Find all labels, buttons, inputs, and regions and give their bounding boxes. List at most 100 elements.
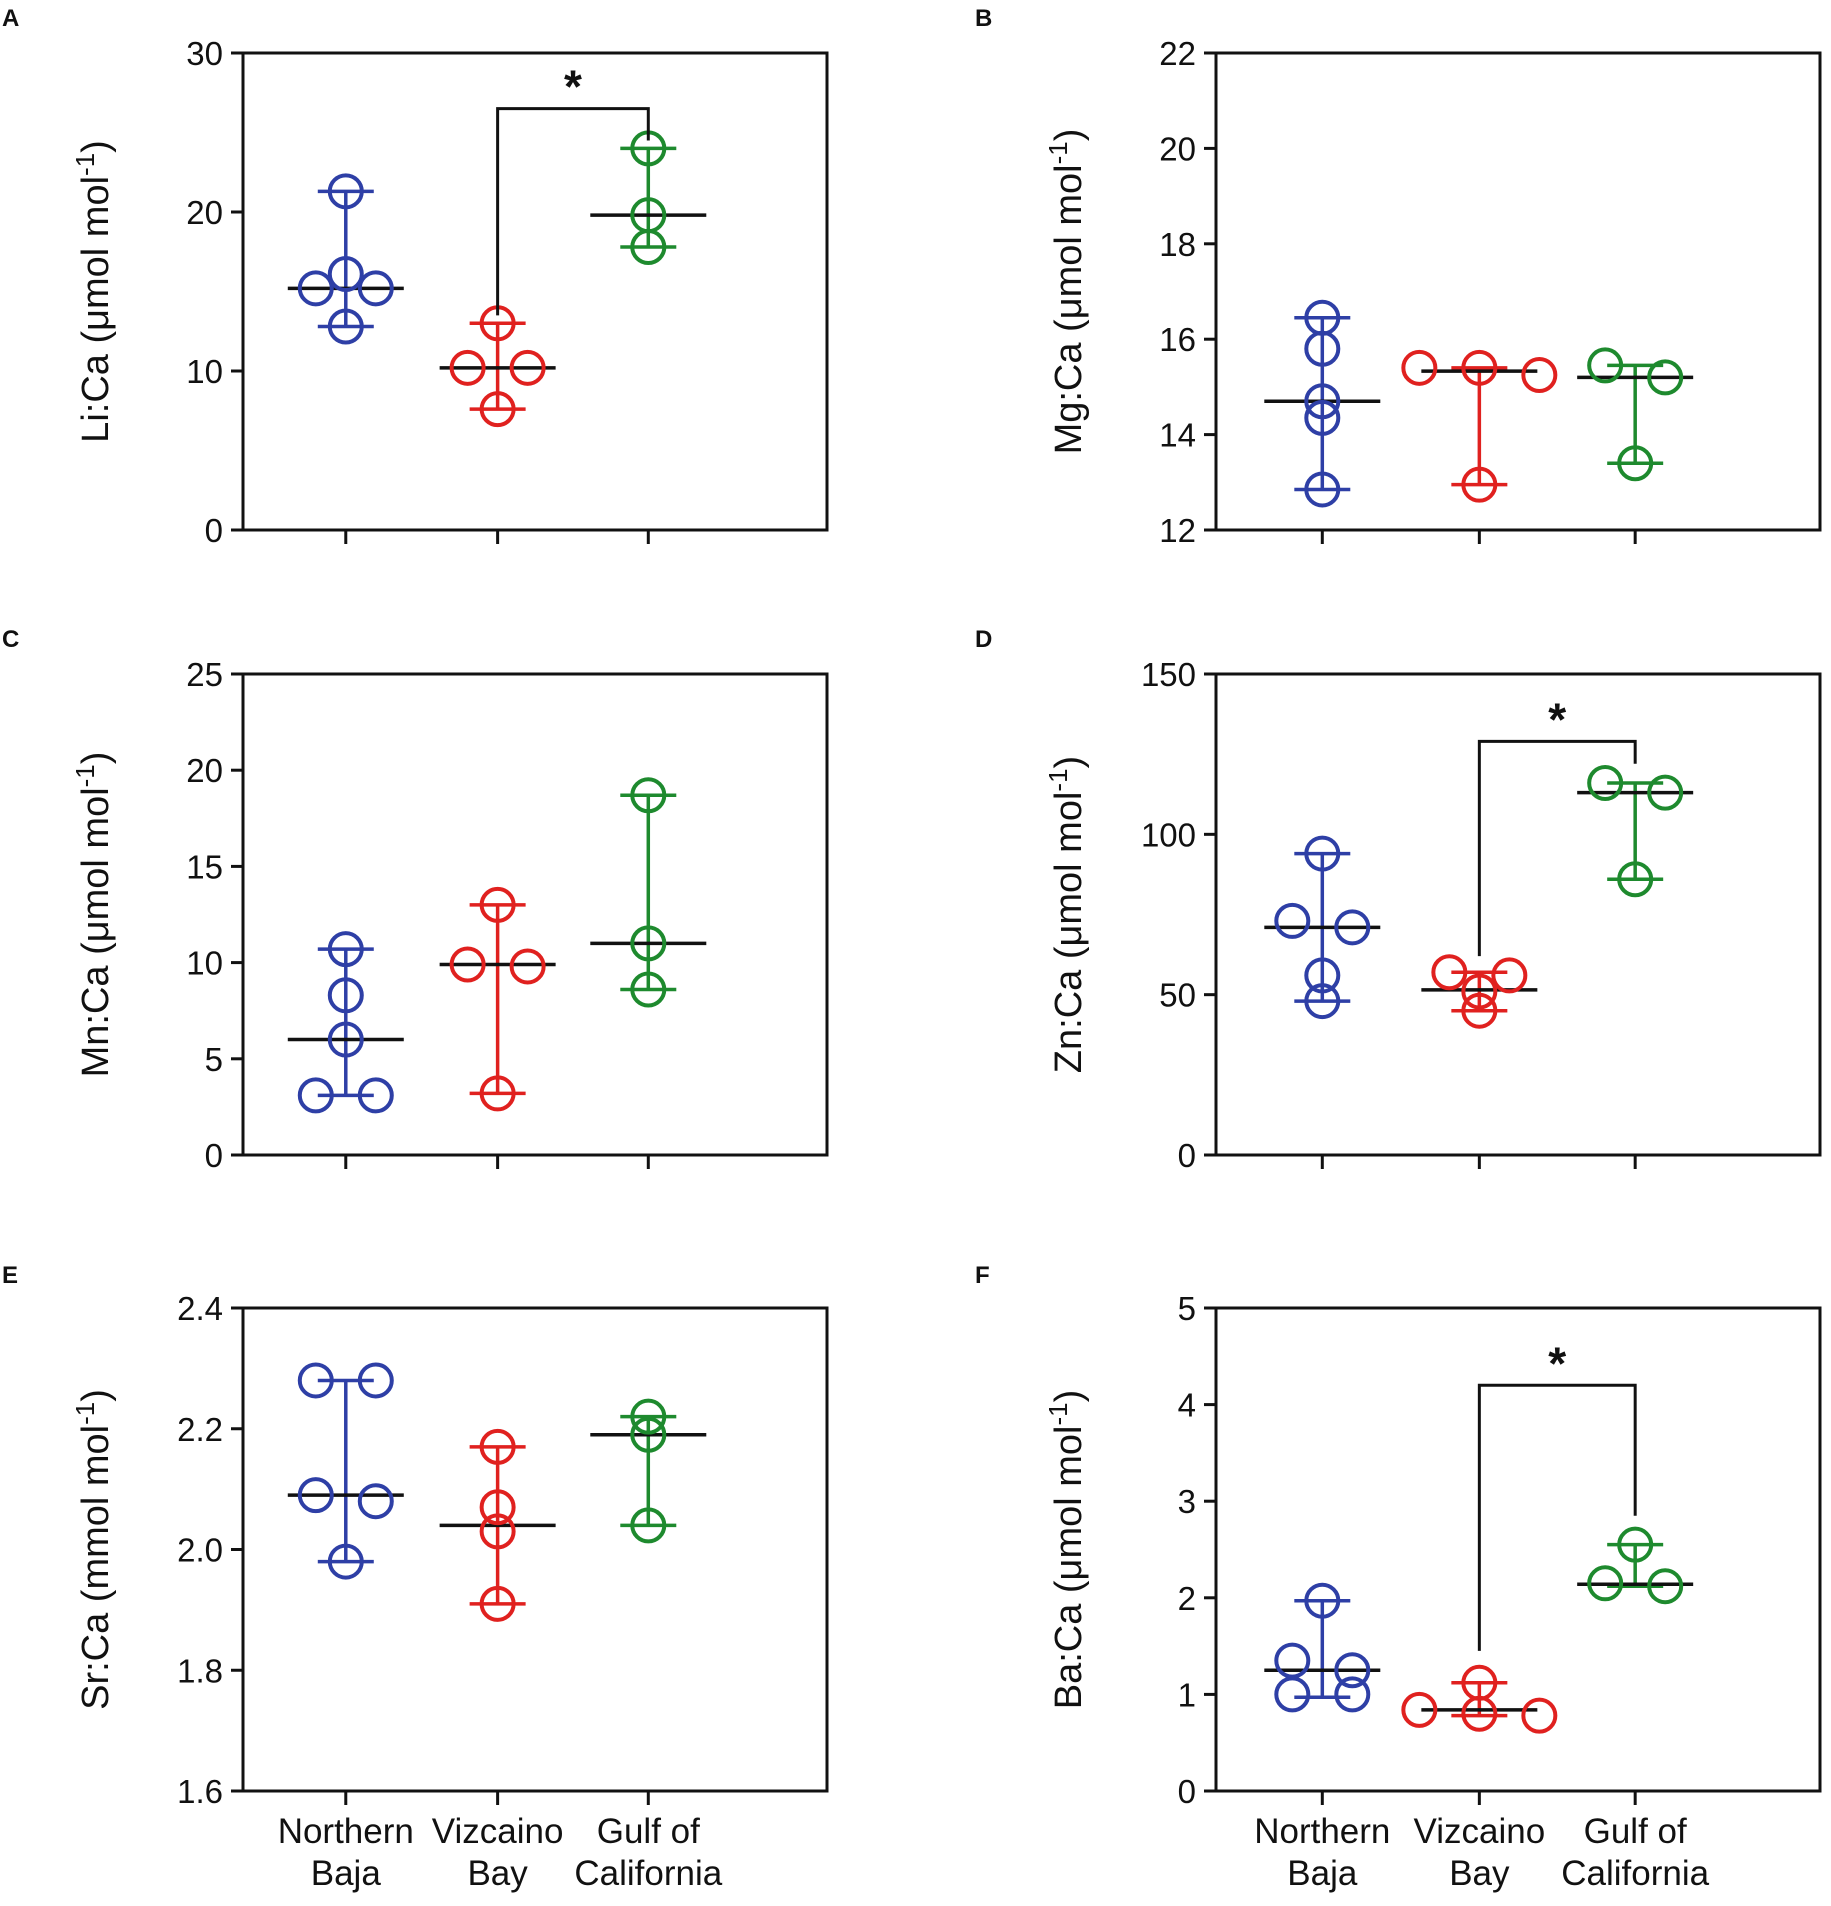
- panel-e-data-point: [479, 1585, 516, 1622]
- panel-d-frame: [1214, 672, 1822, 1157]
- panel-b-data-point: [1304, 330, 1341, 367]
- panel-d-data-point: [1461, 992, 1498, 1029]
- panel-b-data-point: [1304, 399, 1341, 436]
- panel-e-data-point: [630, 1416, 667, 1453]
- panel-b-data-point: [1461, 466, 1498, 503]
- panel-d-data-point: [1647, 774, 1684, 811]
- panel-c-data-point: [509, 948, 546, 985]
- panel-d-ytick-label: 50: [1159, 977, 1196, 1014]
- panel-b-series-2: [1577, 347, 1694, 482]
- panel-c-data-point: [327, 1021, 364, 1058]
- panel-e-data-point: [357, 1362, 394, 1399]
- panel-d-data-point: [1617, 861, 1654, 898]
- panel-e-category-label: Gulf of: [597, 1812, 700, 1851]
- panel-b-data-point: [1401, 349, 1438, 386]
- panel-a-letter: A: [2, 5, 19, 32]
- panel-e-ytick-label: 2.0: [177, 1532, 223, 1569]
- panel-a-data-point: [357, 270, 394, 307]
- panel-c-series-1: [439, 886, 556, 1112]
- panel-a-series-1: [439, 305, 556, 428]
- panel-b-series-0: [1264, 299, 1381, 508]
- panel-e-data-point: [357, 1483, 394, 1520]
- panel-b-letter: B: [975, 5, 992, 32]
- panel-a-series-2: [590, 130, 707, 265]
- panel-c-ylabel-sup: -1: [70, 764, 100, 787]
- panel-f-series-1: [1401, 1664, 1558, 1734]
- panel-e-data-point: [479, 1513, 516, 1550]
- panel-e: E 1.6 1.8 2.0 2.2 2.4 Sr:Ca (mmol mol-1) Northe…: [2, 1262, 829, 1893]
- panel-e-data-point: [630, 1507, 667, 1544]
- panel-c-data-point: [357, 1077, 394, 1114]
- panel-d-ylabel-end: ): [1048, 756, 1090, 769]
- panel-d-data-point: [1304, 957, 1341, 994]
- panel-c-data-point: [630, 777, 667, 814]
- panel-a-ylabel-main: Li:Ca (μmol mol: [75, 176, 117, 443]
- panel-b-ytick-label: 14: [1159, 417, 1196, 454]
- panel-d-data-point: [1587, 765, 1624, 802]
- panel-f-ylabel-end: ): [1048, 1390, 1090, 1403]
- panel-e-data-point: [327, 1543, 364, 1580]
- panel-c-data-point: [479, 886, 516, 923]
- panel-b-ylabel-sup: -1: [1043, 141, 1073, 164]
- panel-a-ytick-label: 30: [186, 35, 223, 72]
- panel-e-category-label: Baja: [311, 1854, 382, 1893]
- panel-c-series-0: [287, 931, 404, 1114]
- panel-e-data-point: [479, 1428, 516, 1465]
- panel-c-ytick-label: 15: [186, 848, 223, 885]
- panel-a: A 0 10 20 30 Li:Ca (μmol mol-1) *: [2, 5, 829, 549]
- panel-f-category-label: Baja: [1287, 1854, 1358, 1893]
- panel-b-data-point: [1304, 471, 1341, 508]
- panel-f-significance-star: *: [1548, 1337, 1566, 1389]
- panel-c-ylabel-end: ): [75, 752, 117, 765]
- panel-e-data-point: [297, 1477, 334, 1514]
- panel-f-data-point: [1274, 1676, 1311, 1713]
- panel-d-data-point: [1461, 973, 1498, 1010]
- panel-f-ylabel-sup: -1: [1043, 1402, 1073, 1425]
- panel-e-data-point: [479, 1489, 516, 1526]
- panel-e-data-point: [630, 1398, 667, 1435]
- panel-b-ylabel: Mg:Ca (μmol mol-1): [1043, 129, 1090, 455]
- panel-f-series-0: [1264, 1582, 1381, 1713]
- panel-f-category-label: Northern: [1254, 1812, 1390, 1851]
- panel-b-ytick-label: 22: [1159, 35, 1196, 72]
- panel-f-significance-bracket: [1477, 1383, 1637, 1651]
- panel-f-series-2: [1577, 1526, 1694, 1605]
- panel-f-data-point: [1304, 1582, 1341, 1619]
- panel-d-data-point: [1304, 835, 1341, 872]
- panel-a-ytick-label: 0: [205, 512, 223, 549]
- panel-c-frame: [241, 672, 829, 1157]
- panel-e-ylabel: Sr:Ca (mmol mol-1): [70, 1389, 117, 1710]
- panel-c-letter: C: [2, 626, 19, 653]
- panel-d-series-1: [1421, 954, 1538, 1029]
- panel-d-data-point: [1491, 957, 1528, 994]
- panel-b-ylabel-main: Mg:Ca (μmol mol: [1048, 164, 1090, 454]
- panel-d-ylabel-sup: -1: [1043, 768, 1073, 791]
- panel-c-ylabel-main: Mn:Ca (μmol mol: [75, 787, 117, 1077]
- panel-f-data-point: [1401, 1691, 1438, 1728]
- panel-c-data-point: [630, 925, 667, 962]
- panel-a-data-point: [449, 349, 486, 386]
- panel-e-ylabel-end: ): [75, 1389, 117, 1402]
- panel-f-ytick-label: 1: [1178, 1676, 1196, 1713]
- panel-e-series-2: [590, 1398, 707, 1544]
- panel-f-data-point: [1334, 1676, 1371, 1713]
- panel-d-ytick-label: 150: [1141, 656, 1196, 693]
- panel-d-ytick-label: 0: [1178, 1137, 1196, 1174]
- panel-c: C 0 5 10 15 20 25 Mn:Ca (μmol mol-1): [2, 626, 829, 1174]
- panel-a-significance-star: *: [564, 61, 582, 113]
- panel-b-data-point: [1587, 347, 1624, 384]
- panel-e-ytick-label: 2.4: [177, 1290, 223, 1327]
- panel-e-category-label: Bay: [467, 1854, 528, 1893]
- panel-d-ylabel: Zn:Ca (μmol mol-1): [1043, 756, 1090, 1073]
- panel-a-data-point: [327, 173, 364, 210]
- panel-b-ylabel-end: ): [1048, 129, 1090, 142]
- panel-a-significance-bracket: [496, 107, 650, 316]
- panel-c-ylabel: Mn:Ca (μmol mol-1): [70, 752, 117, 1078]
- panel-d-letter: D: [975, 626, 992, 653]
- panel-e-category-label: Northern: [278, 1812, 414, 1851]
- panel-c-ytick-label: 10: [186, 945, 223, 982]
- panel-f-category-label: California: [1561, 1854, 1709, 1893]
- panel-f-data-point: [1587, 1565, 1624, 1602]
- panel-e-category-label: Vizcaino: [432, 1812, 564, 1851]
- panel-e-category-label: California: [574, 1854, 722, 1893]
